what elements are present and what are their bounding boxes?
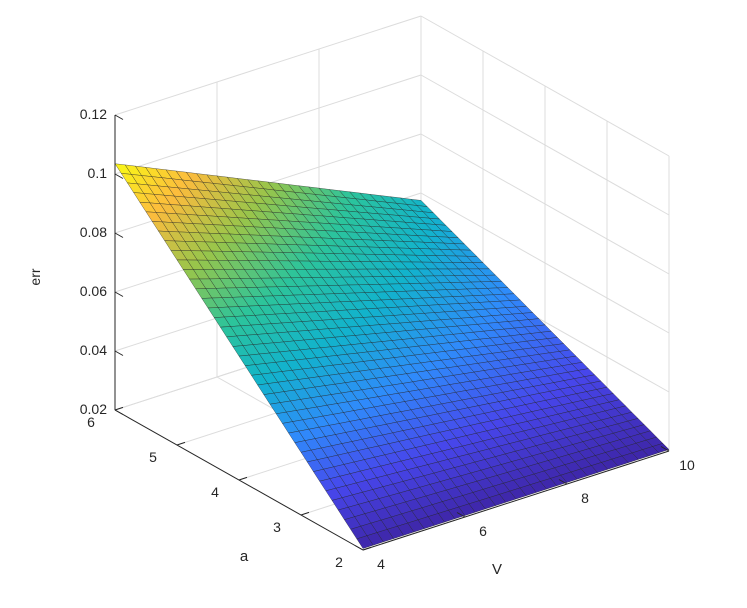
z-tick-label: 0.02 bbox=[80, 401, 107, 417]
z-tick bbox=[114, 232, 124, 238]
z-tick bbox=[114, 350, 124, 356]
y-axis-label: a bbox=[240, 548, 249, 565]
z-axis-label: err bbox=[27, 268, 43, 285]
x-axis-line bbox=[362, 450, 670, 551]
z-tick bbox=[114, 173, 124, 179]
x-tick-label: 6 bbox=[479, 523, 487, 539]
x-tick-label: 8 bbox=[581, 490, 589, 506]
z-tick-label: 0.1 bbox=[88, 165, 108, 181]
y-tick bbox=[238, 476, 248, 481]
x-tick bbox=[558, 479, 568, 485]
x-tick-label: 10 bbox=[679, 457, 695, 473]
z-tick-label: 0.08 bbox=[80, 224, 107, 240]
grid-line bbox=[114, 15, 422, 116]
x-axis-label: V bbox=[492, 561, 502, 578]
z-tick-label: 0.12 bbox=[80, 106, 107, 122]
y-tick bbox=[362, 546, 372, 551]
x-tick bbox=[456, 512, 466, 518]
grid-line bbox=[420, 133, 670, 275]
y-tick-label: 4 bbox=[211, 484, 219, 500]
grid-line bbox=[420, 74, 670, 216]
surface-patch bbox=[652, 443, 670, 454]
x-tick-label: 4 bbox=[377, 556, 385, 572]
grid-line bbox=[420, 192, 670, 334]
y-tick bbox=[114, 406, 124, 411]
axes bbox=[114, 114, 670, 551]
x-tick bbox=[660, 446, 670, 452]
y-tick-label: 5 bbox=[149, 449, 157, 465]
z-tick bbox=[114, 409, 124, 415]
z-tick bbox=[114, 114, 124, 120]
y-tick bbox=[176, 441, 186, 446]
y-tick-label: 2 bbox=[335, 554, 343, 570]
grid-line bbox=[114, 74, 422, 175]
y-tick-label: 3 bbox=[273, 519, 281, 535]
x-tick bbox=[354, 545, 364, 551]
z-tick bbox=[114, 291, 124, 297]
grid-line bbox=[420, 15, 670, 157]
z-tick-label: 0.06 bbox=[80, 283, 107, 299]
y-tick bbox=[300, 511, 310, 516]
surface bbox=[114, 163, 670, 549]
z-tick-label: 0.04 bbox=[80, 342, 107, 358]
y-tick-label: 6 bbox=[87, 414, 95, 430]
